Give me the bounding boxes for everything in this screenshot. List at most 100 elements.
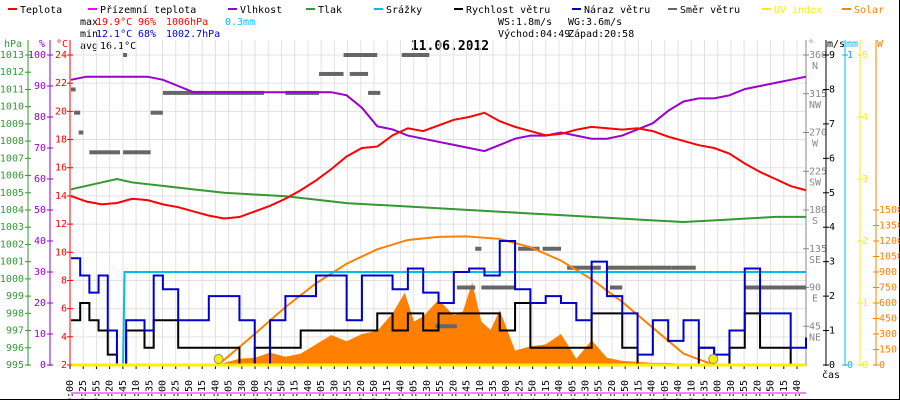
x-tick-label: 06:50 [276,380,287,400]
axis-tick-label: 1006 [0,171,24,182]
axis-tick-label: N [812,61,818,72]
axis-tick-label: 1 [847,50,853,61]
axis-tick-label: 24 [55,50,67,61]
axis-tick-label: 0 [862,360,868,371]
axis-tick-label: 45 [809,321,821,332]
stat-wg: WG:3.6m/s [568,17,622,28]
legend-label: Přízemní teplota [100,4,196,16]
stat-min-press: 1002.7hPa [166,29,220,40]
stat-max-hum: 96% [138,17,156,28]
axis-tick-label: 6 [61,304,67,315]
x-tick-label: 13:35 [488,380,499,400]
x-tick-label: 10:15 [382,380,393,400]
axis-tick-label: 8 [829,84,835,95]
axis-tick-label: 999 [6,291,24,302]
axis-tick-label: 2 [61,360,67,371]
axis-tick-label: 20 [55,106,67,117]
legend-label: Srážky [386,4,422,16]
axis-tick-label: 1000 [0,274,24,285]
x-tick-label: 22:50 [766,380,777,400]
wind-direction-mark [349,71,369,76]
x-tick-label: 16:55 [594,380,605,400]
axis-tick-label: 135 [809,244,827,255]
wind-direction-mark [71,87,76,92]
axis-unit-direction: ° [808,39,814,50]
legend-label: Teplota [20,5,62,16]
x-tick-label: 17:50 [620,380,631,400]
stat-ws: WS:1.8m/s [498,17,552,28]
axis-tick-label: 100 [28,50,46,61]
axis-tick-label: 450 [879,314,897,325]
axis-tick-label: 90 [34,81,46,92]
x-tick-label: 21:00 [713,380,724,400]
x-tick-label: 15:15 [541,380,552,400]
stat-sunrise: Východ:04:49 [498,28,570,40]
x-tick-label: 11:05 [409,380,420,400]
legend-swatch [454,8,463,10]
wind-direction-mark [671,265,696,270]
axis-unit-humidity: % [39,39,45,50]
x-tick-label: 11:30 [422,380,433,400]
axis-tick-label: 7 [829,119,835,130]
axis-tick-label: 1350 [879,221,900,232]
axis-unit-pressure: hPa [4,39,22,50]
axis-tick-label: 996 [6,343,24,354]
series-solar-area [218,282,715,365]
x-tick-label: 18:15 [633,380,644,400]
axis-tick-label: 16 [55,163,67,174]
legend-label: Vlhkost [240,5,282,16]
x-tick-label: 02:10 [131,380,142,400]
legend-label: Směr větru [680,4,740,16]
legend-label: Solar [854,5,884,16]
stat-min-label: min [80,29,98,40]
x-tick-label: 16:05 [567,380,578,400]
axis-tick-label: 2 [829,291,835,302]
axis-tick-label: 22 [55,78,67,89]
legend-swatch [306,8,315,10]
x-tick-label: 16:30 [581,380,592,400]
axis-tick-label: 5 [829,188,835,199]
stat-sunset: Západ:20:58 [568,28,634,40]
axis-tick-label: 10 [34,329,46,340]
x-tick-label: 00:55 [91,380,102,400]
axis-tick-label: 600 [879,298,897,309]
x-tick-label: 23:40 [792,380,803,400]
wind-direction-mark [123,150,151,155]
axis-tick-label: 1005 [0,188,24,199]
x-tick-label: 18:40 [647,380,658,400]
x-tick-label: 09:50 [369,380,380,400]
x-tick-label: 00:00 [65,380,76,400]
x-axis-label: čas [822,369,840,381]
legend-swatch [572,8,581,10]
axis-tick-label: 0 [829,360,835,371]
axis-tick-label: 180 [809,205,827,216]
x-tick-label: 07:15 [290,380,301,400]
x-tick-label: 13:10 [475,380,486,400]
x-tick-label: 10:40 [395,380,406,400]
axis-tick-label: 18 [55,135,67,146]
series-line-solar-max [217,235,715,366]
legend-swatch [8,8,17,10]
axis-tick-label: 315 [809,89,827,100]
x-tick-label: 20:35 [699,380,710,400]
x-tick-label: 14:00 [501,380,512,400]
x-tick-label: 11:55 [435,380,446,400]
x-tick-label: 22:20 [752,380,763,400]
x-tick-label: 20:10 [686,380,697,400]
stat-max-temp: 19.9°C [96,17,132,28]
axis-tick-label: 50 [34,205,46,216]
axis-tick-label: 12 [55,219,67,230]
legend-swatch [374,8,383,10]
wind-direction-mark [475,246,482,251]
axis-tick-label: 998 [6,308,24,319]
wind-direction-mark [368,90,381,95]
stat-min-temp: 12.1°C [96,29,132,40]
wind-direction-mark [456,285,476,290]
wind-direction-mark [74,110,81,115]
axis-tick-label: 997 [6,326,24,337]
axis-tick-label: 30 [34,267,46,278]
legend-swatch [228,8,237,10]
wind-direction-mark [319,71,344,76]
